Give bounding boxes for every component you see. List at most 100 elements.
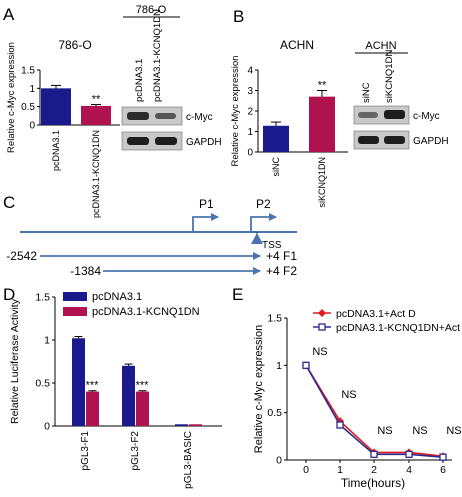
fragment-f1-name: F1	[283, 249, 297, 263]
blot-lane-label: pcDNA3.1-KCNQ1DN	[152, 9, 163, 102]
data-point	[370, 450, 378, 458]
bar	[86, 391, 99, 426]
tss-label: TSS	[262, 240, 282, 251]
y-axis-label: Relative c-Myc expression	[253, 325, 265, 453]
bar	[41, 88, 71, 125]
blot-band	[127, 137, 149, 145]
bar	[309, 96, 335, 152]
significance-label: **	[92, 93, 101, 105]
y-tick-label: 1	[276, 360, 282, 372]
legend-swatch	[63, 307, 87, 316]
ns-label: NS	[446, 425, 461, 437]
y-tick-label: 1	[247, 127, 253, 138]
blot-band	[155, 113, 176, 119]
panel-b-blot: ACHN siNC siKCNQ1DN c-Myc GAPDH	[353, 40, 449, 150]
blot-band	[358, 136, 379, 144]
y-axis-label: Relative Luciferase Activity	[9, 298, 21, 424]
x-axis-label: Time(hours)	[341, 476, 405, 490]
bar	[136, 391, 149, 426]
x-tick-label: 1	[337, 464, 343, 476]
y-tick-label: 0.5	[267, 407, 282, 419]
y-tick-label: 0	[276, 455, 282, 467]
series-line	[305, 364, 444, 458]
panel-b-chart: 0 1 2 3 4 Relative c-Myc expression siNC siKCNQ…	[230, 56, 348, 208]
data-point	[336, 421, 344, 429]
y-tick-label: 1.5	[267, 313, 282, 325]
blot-lane-label: siKCNQ1DN	[384, 50, 395, 103]
x-tick-label: 6	[440, 464, 446, 476]
blot-membrane	[353, 130, 410, 150]
blot-membrane	[121, 131, 183, 151]
y-tick-label: 1	[29, 84, 35, 95]
x-tick-label: pGL3-F2	[130, 431, 141, 471]
blot-band	[384, 136, 405, 144]
legend-marker	[318, 309, 326, 317]
y-tick-label: 1	[44, 335, 50, 347]
ns-label: NS	[341, 389, 356, 401]
panel-a-chart-title: 786-O	[58, 38, 91, 52]
y-tick-label: 4	[247, 66, 253, 77]
blot-band	[155, 137, 177, 145]
bar	[72, 338, 85, 426]
y-tick-label: 1.5	[35, 292, 50, 304]
panel-a-letter: A	[3, 5, 15, 24]
y-tick-label: 0	[247, 148, 253, 159]
x-tick-label: pGL3-BASIC	[183, 431, 194, 489]
panel-c: C P1 P2 TSS -2542 +4 F1 -1384 +4 F2	[3, 193, 297, 278]
y-tick-label: 2	[247, 107, 253, 118]
legend-label: pcDNA3.1	[92, 291, 142, 303]
blot-lane-label: siNC	[361, 82, 372, 103]
bar	[81, 105, 111, 125]
promoter-p2-label: P2	[256, 197, 271, 211]
blot-row-label: c-Myc	[413, 111, 440, 122]
y-axis-label: Relative c-Myc expression	[6, 42, 17, 153]
blot-lane-label: pcDNA3.1	[134, 59, 145, 102]
significance-label: ***	[136, 380, 150, 392]
data-point	[405, 450, 413, 458]
blot-row-label: GAPDH	[413, 136, 449, 147]
bar	[263, 125, 289, 152]
series-line	[305, 364, 444, 458]
panel-a: A 786-O 0 0.5 1 1.5 Relative c-Myc expressio…	[3, 4, 222, 218]
y-tick-label: 3	[247, 86, 253, 97]
blot-band	[127, 112, 149, 120]
panel-d: D 0 0.5 1 1.5 Relative Luciferase Activity pG…	[3, 285, 222, 489]
panel-b: B ACHN 0 1 2 3 4 Relative c-Myc expression siN…	[230, 7, 449, 208]
fragment-f1-end: +4	[266, 249, 280, 263]
x-tick-label: 4	[406, 464, 412, 476]
x-tick-label: pcDNA3.1	[51, 130, 61, 171]
y-tick-label: 0	[29, 121, 35, 132]
panel-a-blot: 786-O pcDNA3.1 pcDNA3.1-KCNQ1DN c-Myc GA…	[121, 4, 222, 151]
y-tick-label: 1.5	[21, 66, 35, 77]
panel-a-chart: 0 0.5 1 1.5 Relative c-Myc expression pcDNA3.…	[6, 42, 120, 218]
significance-label: ***	[86, 380, 100, 392]
significance-label: **	[318, 80, 327, 92]
data-point	[439, 453, 447, 461]
legend-label: pcDNA3.1-KCNQ1DN	[92, 306, 200, 318]
panel-a-blot-title: 786-O	[136, 4, 167, 16]
x-tick-label: 0	[303, 464, 309, 476]
legend-marker	[318, 323, 326, 331]
bar	[122, 365, 135, 426]
ns-label: NS	[412, 425, 427, 437]
x-tick-label: siKCNQ1DN	[317, 157, 327, 208]
panel-e-letter: E	[232, 285, 243, 304]
promoter-p1-arrow	[192, 213, 219, 232]
panel-b-blot-title: ACHN	[365, 40, 396, 52]
ns-label: NS	[377, 425, 392, 437]
x-tick-label: 2	[371, 464, 377, 476]
fragment-f1-start: -2542	[6, 249, 37, 263]
y-tick-label: 0.5	[35, 378, 50, 390]
blot-band	[358, 112, 378, 118]
bar	[175, 424, 188, 426]
blot-row-label: GAPDH	[186, 137, 222, 148]
promoter-p2-arrow	[250, 213, 277, 232]
blot-band	[384, 110, 405, 119]
fragment-f2-end: +4	[266, 264, 280, 278]
legend-label: pcDNA3.1-KCNQ1DN+Act D	[336, 322, 462, 334]
fragment-f2-start: -1384	[70, 264, 101, 278]
tss-triangle	[251, 233, 263, 244]
panel-d-letter: D	[3, 285, 15, 304]
